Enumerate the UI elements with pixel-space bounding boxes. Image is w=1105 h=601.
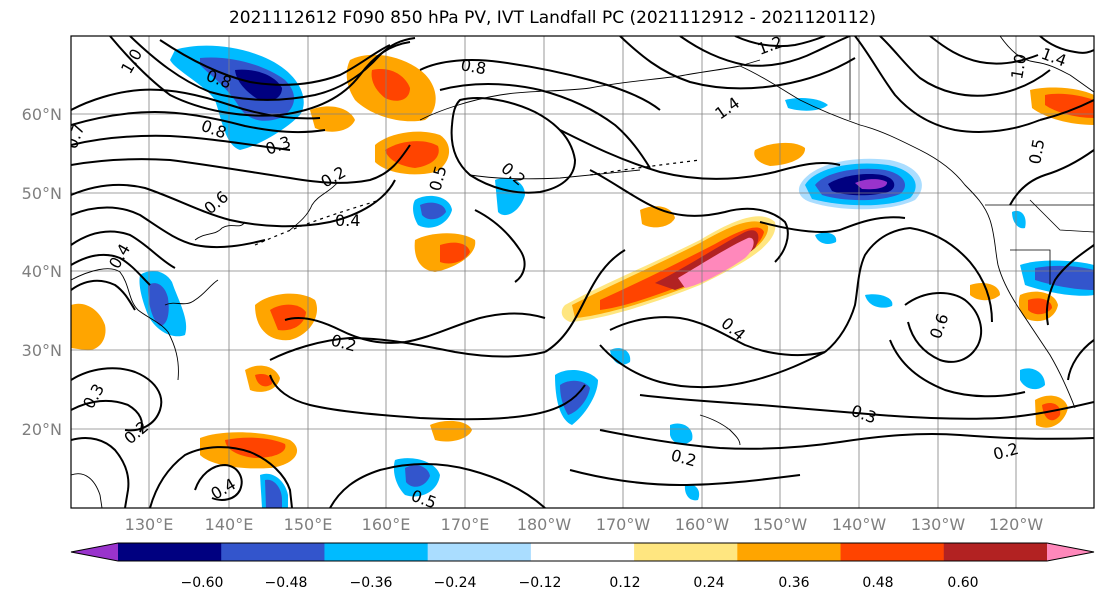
figure-title: 2021112612 F090 850 hPa PV, IVT Landfall… [228, 8, 876, 28]
lon-label: 160°E [362, 515, 411, 534]
colorbar-swatch [634, 543, 738, 561]
lon-label: 170°E [441, 515, 490, 534]
contours [71, 36, 1094, 508]
lat-label: 50°N [22, 184, 62, 203]
colorbar-swatch [840, 543, 945, 561]
lat-label: 40°N [22, 262, 62, 281]
colorbar-tick-label: −0.36 [350, 575, 393, 591]
colorbar-swatch [118, 543, 222, 561]
lon-label: 120°W [989, 515, 1044, 534]
lat-label: 20°N [22, 420, 62, 439]
contour-label: 0.4 [335, 211, 360, 230]
colorbar-extend-low [71, 543, 118, 561]
colorbar-tick-label: −0.60 [181, 575, 224, 591]
contour-label: 0.8 [459, 55, 487, 78]
colorbar-segments [70, 542, 1095, 562]
colorbar-tick-label: 0.36 [778, 575, 809, 591]
map-frame [70, 35, 1095, 509]
colorbar-swatch [221, 543, 325, 561]
coastlines [71, 36, 1094, 508]
lat-label: 30°N [22, 341, 62, 360]
colorbar-tick-labels: −0.60 −0.48 −0.36 −0.24 −0.12 0.12 0.24 … [181, 575, 979, 591]
colorbar-tick-label: −0.48 [265, 575, 308, 591]
colorbar-swatch [324, 543, 429, 561]
colorbar: −0.60 −0.48 −0.36 −0.24 −0.12 0.12 0.24 … [70, 542, 1095, 591]
lon-label: 180°W [517, 515, 572, 534]
shaded-anomalies [71, 45, 1094, 508]
colorbar-extend-high [1047, 543, 1094, 561]
boundaries [849, 36, 1094, 285]
colorbar-swatch [530, 543, 635, 561]
colorbar-tick-label: 0.24 [693, 575, 724, 591]
colorbar-swatch [737, 543, 842, 561]
lon-label: 160°W [675, 515, 730, 534]
colorbar-tick-label: 0.60 [947, 575, 978, 591]
colorbar-swatch [943, 543, 1048, 561]
dashed-line [254, 159, 701, 246]
contour-label: 1.0 [1007, 52, 1030, 80]
lon-label: 150°W [753, 515, 808, 534]
colorbar-tick-label: 0.48 [862, 575, 893, 591]
lat-label: 60°N [22, 105, 62, 124]
map-panel: 1.0 0.8 0.7 0.8 0.2 0.5 0.4 0.2 0.6 0.8 … [71, 36, 1094, 513]
lon-label: 130°W [911, 515, 966, 534]
contour-label: 0.5 [1025, 137, 1048, 165]
lon-label: 130°E [125, 515, 174, 534]
colorbar-outline [70, 542, 1095, 562]
colorbar-tick-label: 0.12 [609, 575, 640, 591]
colorbar-swatch [427, 543, 532, 561]
colorbar-tick-label: −0.24 [434, 575, 477, 591]
lon-label: 170°W [596, 515, 651, 534]
latitude-labels: 60°N 50°N 40°N 30°N 20°N [22, 105, 62, 439]
lon-label: 140°W [832, 515, 887, 534]
contour-label: 0.5 [409, 486, 439, 513]
lon-label: 140°E [205, 515, 254, 534]
colorbar-tick-label: −0.12 [519, 575, 562, 591]
longitude-labels: 130°E 140°E 150°E 160°E 170°E 180°W 170°… [125, 515, 1044, 534]
lon-label: 150°E [284, 515, 333, 534]
